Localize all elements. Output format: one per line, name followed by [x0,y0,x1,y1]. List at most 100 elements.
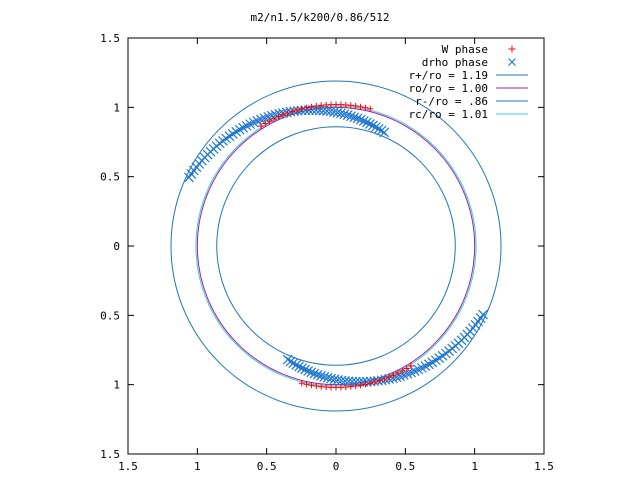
chart-title: m2/n1.5/k200/0.86/512 [250,11,389,24]
data-point [357,382,364,389]
data-point [316,370,326,381]
data-point [262,120,269,127]
data-point [376,377,383,384]
data-point [303,366,314,376]
y-tick-label: 1 [113,101,120,114]
data-point [335,108,346,119]
data-point [355,114,366,125]
y-tick-label: 0.5 [100,309,120,322]
data-point [406,367,417,378]
legend-label: W phase [442,43,488,56]
legend-label: r+/ro = 1.19 [409,69,488,82]
legend-marker [508,58,516,66]
series-circle-3 [196,106,476,386]
data-point [395,370,402,377]
data-point [409,366,420,376]
x-tick-label: 0.5 [257,460,277,473]
data-point [362,104,369,111]
data-point [349,112,360,123]
data-point [275,113,282,120]
legend-marker [508,45,516,53]
data-point [326,373,337,384]
data-point [282,354,293,365]
data-point [308,382,315,389]
data-point [291,359,302,370]
data-point [352,102,359,109]
data-point [357,103,364,110]
data-point [358,116,369,126]
data-point [303,381,310,388]
data-point [303,104,310,111]
data-point [346,111,356,122]
data-point [289,108,296,115]
data-point [263,112,274,122]
data-point [319,371,330,382]
data-point [367,380,374,387]
x-tick-label: 0 [333,460,340,473]
data-point [266,118,273,125]
data-point [362,381,369,388]
data-point [399,367,406,374]
data-point [306,367,317,378]
data-point [312,369,323,380]
data-point [308,103,315,110]
x-tick-label: 1 [194,460,201,473]
legend-label: r-/ro = .86 [415,95,488,108]
data-point [309,368,320,379]
plot-area [170,80,502,412]
data-point [339,109,350,120]
axes: 1.5 1 0.5 0 0.5 1 1.51.510.500.511.5 [100,32,554,473]
legend-label: rc/ro = 1.01 [409,108,488,121]
series-circle-4 [216,126,456,366]
data-point [255,114,266,125]
data-point [322,372,333,383]
data-point [403,365,410,372]
data-point [352,383,359,390]
legend-label: drho phase [422,56,488,69]
data-point [292,105,303,116]
data-point [361,117,372,128]
data-point [297,363,307,373]
data-point [367,105,374,112]
data-point [298,380,305,387]
data-point [390,372,397,379]
data-point [258,123,265,130]
data-point [371,378,378,385]
x-tick-label: 1.5 [118,460,138,473]
data-point [284,110,291,117]
data-point [367,120,378,131]
data-point [413,364,424,375]
data-point [313,383,320,390]
data-point [294,361,305,372]
legend-label: ro/ro = 1.00 [409,82,488,95]
y-tick-label: 1.5 [100,32,120,45]
data-point [285,356,296,367]
data-point [376,125,387,136]
data-point [347,102,354,109]
data-point [270,115,277,122]
data-point [381,375,388,382]
data-point [280,111,287,118]
data-point [252,116,263,126]
data-point [294,107,301,114]
y-tick-label: 0 [113,240,120,253]
data-point [385,374,392,381]
data-point [288,358,299,369]
data-point [298,105,305,112]
data-point [373,123,384,134]
data-point [365,119,375,129]
data-point [379,127,390,138]
data-point [352,113,363,124]
data-point [300,364,311,375]
x-tick-label: 0.5 [395,460,415,473]
data-point [407,362,414,369]
data-point [369,376,380,387]
y-tick-label: 1.5 [100,448,120,461]
data-point [318,383,325,390]
series-circle-2 [170,80,502,412]
data-point [398,370,409,380]
data-point [370,122,381,133]
data-point [313,102,320,109]
